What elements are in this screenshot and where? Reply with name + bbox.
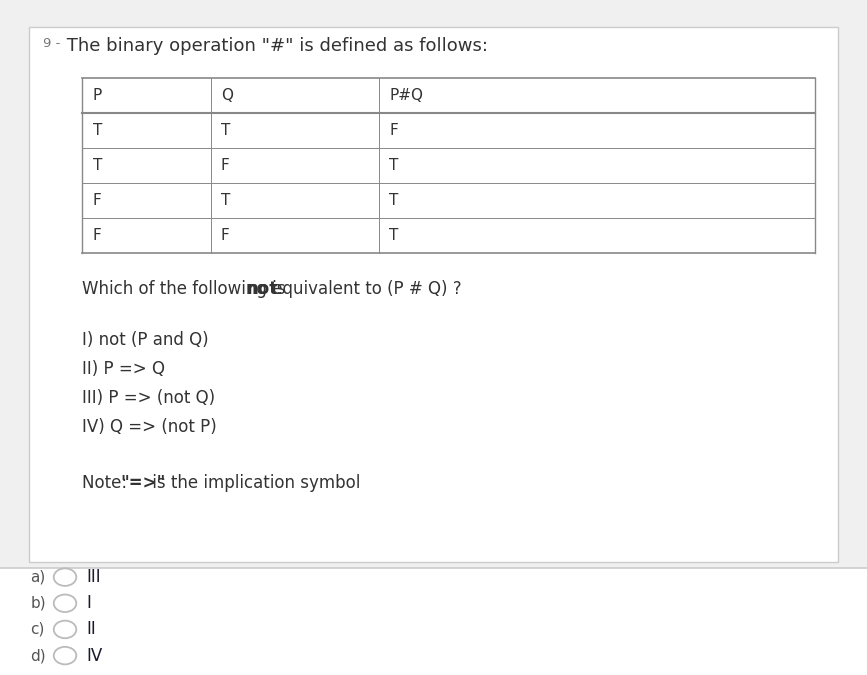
Text: I) not (P and Q): I) not (P and Q) bbox=[82, 331, 209, 349]
Text: "=>": "=>" bbox=[121, 474, 166, 492]
Text: The binary operation "#" is defined as follows:: The binary operation "#" is defined as f… bbox=[61, 37, 488, 55]
Text: P#Q: P#Q bbox=[389, 88, 423, 103]
Text: T: T bbox=[389, 228, 399, 243]
Text: III) P => (not Q): III) P => (not Q) bbox=[82, 389, 216, 407]
Text: Note:: Note: bbox=[82, 474, 133, 492]
Text: c): c) bbox=[30, 622, 45, 637]
Text: F: F bbox=[221, 158, 230, 173]
FancyBboxPatch shape bbox=[0, 568, 867, 675]
Text: T: T bbox=[93, 158, 102, 173]
Text: T: T bbox=[389, 158, 399, 173]
Text: F: F bbox=[93, 193, 101, 208]
Text: IV: IV bbox=[87, 647, 103, 665]
Text: b): b) bbox=[30, 596, 46, 611]
Text: T: T bbox=[93, 123, 102, 138]
Text: not: not bbox=[247, 280, 278, 298]
Text: F: F bbox=[221, 228, 230, 243]
Text: equivalent to (P # Q) ?: equivalent to (P # Q) ? bbox=[267, 280, 461, 298]
Text: T: T bbox=[221, 193, 231, 208]
Text: T: T bbox=[389, 193, 399, 208]
Text: Q: Q bbox=[221, 88, 233, 103]
Text: I: I bbox=[87, 594, 92, 612]
Text: a): a) bbox=[30, 570, 46, 585]
Text: d): d) bbox=[30, 648, 46, 663]
Text: IV) Q => (not P): IV) Q => (not P) bbox=[82, 418, 217, 436]
Text: II: II bbox=[87, 620, 96, 639]
FancyBboxPatch shape bbox=[29, 27, 838, 562]
Text: III: III bbox=[87, 568, 101, 586]
Text: F: F bbox=[389, 123, 398, 138]
Text: P: P bbox=[93, 88, 102, 103]
Text: F: F bbox=[93, 228, 101, 243]
Text: T: T bbox=[221, 123, 231, 138]
Text: II) P => Q: II) P => Q bbox=[82, 360, 166, 378]
Text: is the implication symbol: is the implication symbol bbox=[147, 474, 361, 492]
Text: Which of the following is: Which of the following is bbox=[82, 280, 291, 298]
Text: 9 -: 9 - bbox=[43, 37, 61, 50]
